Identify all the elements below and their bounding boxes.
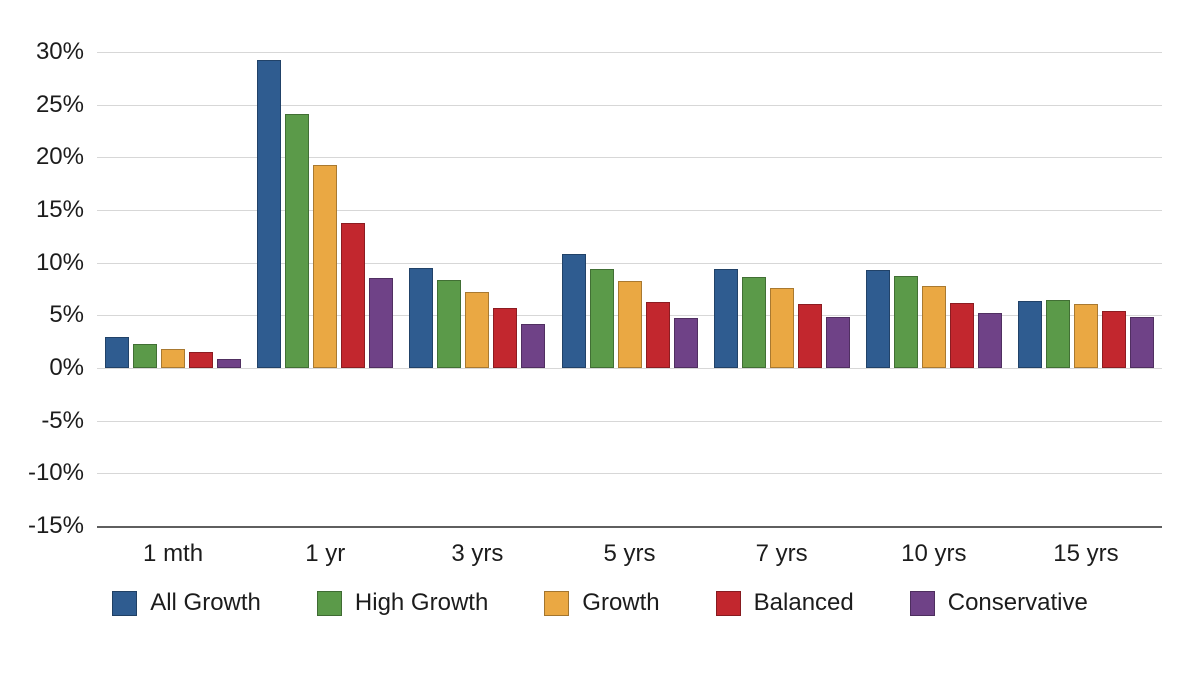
- x-tick-label-7-yrs: 7 yrs: [755, 540, 808, 567]
- legend-swatch-all-growth-icon: [112, 590, 138, 616]
- legend-swatch-growth-icon: [544, 590, 570, 616]
- gridline-10-: [97, 262, 1162, 264]
- legend-label-all-growth: All Growth: [150, 589, 261, 616]
- gridline-20-: [97, 157, 1162, 159]
- legend-item-high-growth: High Growth: [316, 589, 489, 617]
- legend-label-growth: Growth: [582, 589, 660, 616]
- legend-swatch-balanced-icon: [715, 590, 741, 616]
- legend-swatch-conservative-icon: [909, 590, 935, 616]
- gridline-15-: [97, 210, 1162, 211]
- gridline--15-: [97, 526, 1162, 528]
- x-tick-label-15-yrs: 15 yrs: [1053, 540, 1119, 567]
- bar-high-growth-10-yrs: [893, 276, 918, 368]
- bar-all-growth-15-yrs: [1017, 300, 1042, 368]
- bar-high-growth-7-yrs: [741, 277, 766, 368]
- y-tick-label-0-: 0%: [49, 354, 84, 381]
- bar-conservative-10-yrs: [977, 313, 1002, 368]
- bar-growth-5-yrs: [617, 280, 642, 368]
- bar-conservative-1-mth: [217, 358, 242, 368]
- legend-item-growth: Growth: [544, 589, 660, 617]
- bar-conservative-7-yrs: [825, 317, 850, 368]
- legend-item-conservative: Conservative: [909, 589, 1088, 617]
- gridline-30-: [97, 52, 1162, 53]
- bar-high-growth-15-yrs: [1045, 299, 1070, 368]
- y-tick-label-10-: 10%: [35, 248, 84, 276]
- bar-balanced-10-yrs: [949, 302, 974, 368]
- legend-swatch-high-growth-icon: [316, 590, 342, 616]
- bar-balanced-1-mth: [189, 352, 214, 368]
- y-tick-label-25-: 25%: [35, 90, 84, 118]
- bar-conservative-5-yrs: [673, 318, 698, 368]
- plot-area: [97, 52, 1162, 528]
- bar-growth-15-yrs: [1073, 303, 1098, 368]
- y-tick-label--15-: -15%: [27, 512, 84, 539]
- y-tick-label-5-: 5%: [49, 301, 84, 329]
- gridline-0-: [97, 368, 1162, 369]
- bar-high-growth-1-mth: [133, 343, 158, 368]
- bar-balanced-1-yr: [341, 222, 366, 368]
- bar-growth-10-yrs: [921, 285, 946, 368]
- bar-growth-3-yrs: [465, 292, 490, 368]
- y-tick-label--10-: -10%: [27, 459, 84, 487]
- bar-all-growth-3-yrs: [409, 267, 434, 368]
- bar-balanced-3-yrs: [493, 307, 518, 368]
- bar-growth-7-yrs: [769, 287, 794, 368]
- bar-growth-1-yr: [313, 164, 338, 368]
- legend-item-all-growth: All Growth: [112, 589, 261, 617]
- legend: All Growth High Growth Growth Balanced Conse…: [0, 589, 1200, 617]
- bar-conservative-1-yr: [369, 278, 394, 368]
- bar-all-growth-1-yr: [257, 60, 282, 368]
- legend-label-high-growth: High Growth: [354, 589, 489, 616]
- gridline--10-: [97, 473, 1162, 475]
- legend-item-balanced: Balanced: [715, 589, 854, 617]
- x-tick-label-5-yrs: 5 yrs: [603, 540, 656, 567]
- bar-high-growth-3-yrs: [437, 279, 462, 368]
- gridline-25-: [97, 104, 1162, 106]
- bar-all-growth-1-mth: [105, 337, 130, 368]
- x-tick-label-3-yrs: 3 yrs: [451, 540, 504, 567]
- bar-all-growth-10-yrs: [865, 270, 890, 368]
- x-tick-label-1-yr: 1 yr: [305, 540, 346, 567]
- bar-high-growth-5-yrs: [589, 268, 614, 368]
- x-tick-label-1-mth: 1 mth: [143, 540, 204, 567]
- y-tick-label-20-: 20%: [35, 143, 84, 171]
- y-tick-label-15-: 15%: [35, 196, 84, 223]
- bar-high-growth-1-yr: [285, 114, 310, 368]
- bar-balanced-7-yrs: [797, 303, 822, 368]
- bar-balanced-5-yrs: [645, 301, 670, 368]
- gridline--5-: [97, 420, 1162, 422]
- legend-label-balanced: Balanced: [753, 589, 854, 616]
- bar-conservative-15-yrs: [1129, 317, 1154, 368]
- bar-all-growth-7-yrs: [713, 268, 738, 368]
- y-tick-label--5-: -5%: [41, 406, 84, 434]
- bar-all-growth-5-yrs: [561, 254, 586, 368]
- bar-conservative-3-yrs: [521, 323, 546, 368]
- x-tick-label-10-yrs: 10 yrs: [901, 540, 967, 567]
- bar-balanced-15-yrs: [1101, 311, 1126, 368]
- bar-growth-1-mth: [161, 349, 186, 368]
- legend-label-conservative: Conservative: [947, 589, 1088, 616]
- y-tick-label-30-: 30%: [35, 38, 84, 65]
